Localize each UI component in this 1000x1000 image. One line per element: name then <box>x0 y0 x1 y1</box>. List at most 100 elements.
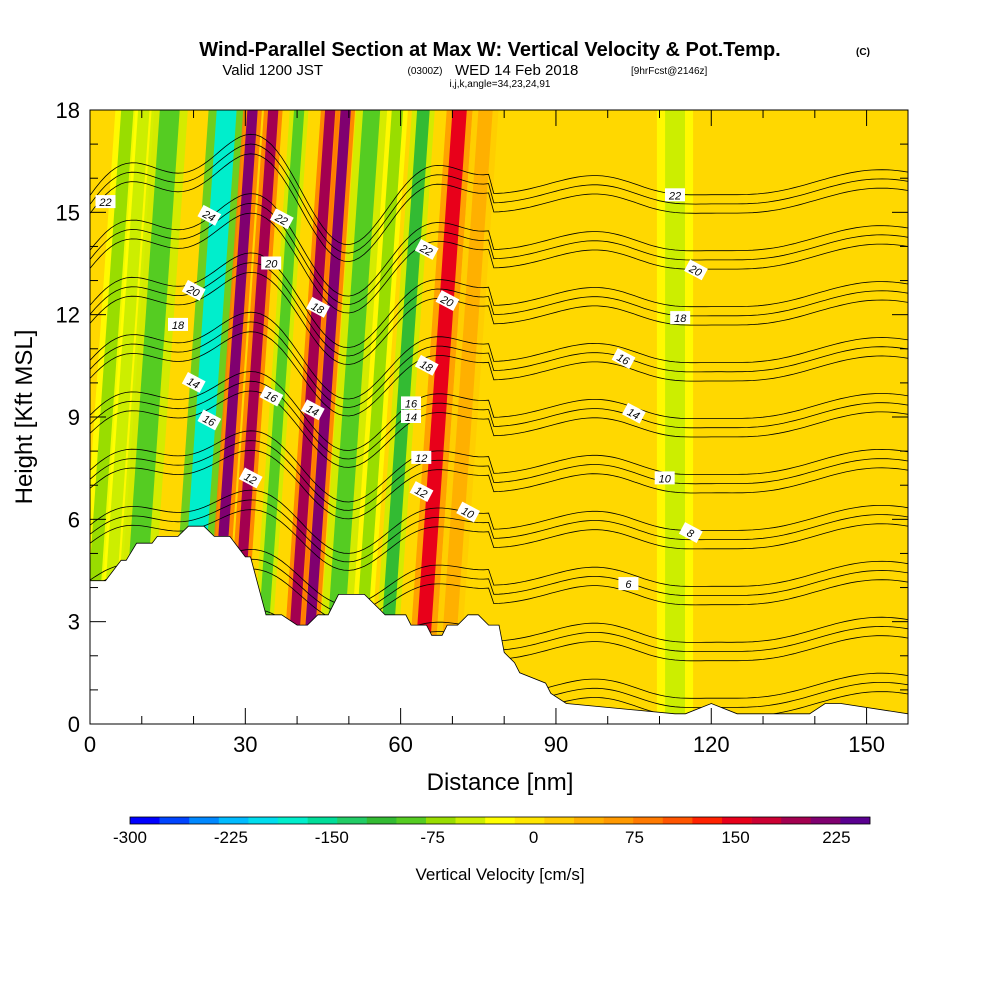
colorbar-tick-labels: -300 -225 -150 -75 0 75 150 225 <box>113 828 851 847</box>
theta-contour-18-0 <box>90 331 908 417</box>
colorbar-cell-12 <box>485 817 516 824</box>
contour-label-9: 18 <box>168 317 188 332</box>
contour-label-11: 18 <box>414 354 439 376</box>
contour-label-bg-9 <box>168 317 188 331</box>
colorbar-tick-225: 225 <box>822 828 850 847</box>
contour-label-21: 12 <box>411 450 432 465</box>
colorbar-cell-22 <box>781 817 812 824</box>
theta-contour-14-1 <box>90 440 908 511</box>
copyright-mark: (C) <box>856 47 870 58</box>
colorbar-cell-5 <box>278 817 308 824</box>
x-tick-label-0: 0 <box>84 732 96 757</box>
contour-label-bg-11 <box>414 354 439 376</box>
y-tick-label-15: 15 <box>56 200 80 225</box>
theta-contour-18-1 <box>90 321 908 408</box>
colorbar-cell-10 <box>426 817 456 824</box>
contour-label-27: 6 <box>618 577 639 591</box>
contour-label-bg-18 <box>401 410 421 423</box>
colorbar-tick-75: 75 <box>625 828 644 847</box>
contour-label-bg-6 <box>261 256 282 270</box>
forecast-info: [9hrFcst@2146z] <box>631 66 708 77</box>
colorbar-cell-1 <box>159 817 190 824</box>
theta-contour-14-2 <box>90 430 908 503</box>
colorbar-label: Vertical Velocity [cm/s] <box>415 865 584 884</box>
contour-label-0: 22 <box>95 195 116 209</box>
contour-label-bg-15 <box>401 396 421 410</box>
contour-label-bg-21 <box>411 450 432 464</box>
contour-label-1: 24 <box>197 204 222 226</box>
contour-label-text-9: 18 <box>172 320 185 332</box>
contour-label-bg-25 <box>456 501 481 523</box>
theta-contour-20-0 <box>90 271 908 365</box>
theta-contour-12-0 <box>90 509 908 571</box>
y-tick-label-3: 3 <box>68 610 80 635</box>
contour-label-12: 18 <box>670 311 691 325</box>
y-axis-label: Height [Kft MSL] <box>11 330 38 505</box>
x-tick-label-30: 30 <box>233 732 257 757</box>
grid-params: i,j,k,angle=34,23,24,91 <box>450 79 551 90</box>
contour-label-bg-3 <box>665 188 685 202</box>
colorbar-cell-9 <box>396 817 427 824</box>
velocity-band-1 <box>96 110 150 724</box>
velocity-band-9 <box>321 110 381 724</box>
contour-label-15: 16 <box>401 396 421 410</box>
contour-label-bg-2 <box>269 208 294 230</box>
contour-label-text-7: 20 <box>438 293 456 310</box>
colorbar-cell-14 <box>544 817 575 824</box>
x-tick-label-120: 120 <box>693 732 730 757</box>
contour-label-6: 20 <box>261 256 282 271</box>
contour-label-bg-4 <box>414 239 439 260</box>
colorbar-cell-8 <box>366 817 397 824</box>
theta-contour-16-0 <box>90 390 908 468</box>
theta-contour-22-0 <box>90 212 908 314</box>
contour-label-26: 8 <box>678 522 703 543</box>
x-tick-label-150: 150 <box>848 732 885 757</box>
contour-label-13: 16 <box>197 409 222 431</box>
contour-label-bg-1 <box>197 204 222 226</box>
contour-label-22: 12 <box>238 467 263 489</box>
x-tick-label-60: 60 <box>388 732 412 757</box>
theta-contour-22-2 <box>90 193 908 297</box>
contour-label-text-15: 16 <box>405 398 418 410</box>
contour-label-23: 12 <box>409 481 434 502</box>
contour-label-bg-19 <box>621 402 646 424</box>
colorbar-cell-6 <box>307 817 338 824</box>
contour-label-18: 14 <box>401 410 421 424</box>
contour-label-text-5: 20 <box>184 283 202 300</box>
contour-label-bg-5 <box>181 279 206 301</box>
colorbar-tick--75: -75 <box>420 828 445 847</box>
y-tick-label-12: 12 <box>56 303 80 328</box>
velocity-band-12 <box>410 110 467 724</box>
contour-label-text-0: 22 <box>98 197 111 209</box>
contour-label-text-23: 12 <box>413 485 429 501</box>
theta-contour-14-0 <box>90 449 908 520</box>
theta-contour-24-1 <box>90 143 908 254</box>
contour-label-14: 16 <box>259 385 284 407</box>
colorbar-cell-21 <box>751 817 782 824</box>
contour-label-text-4: 22 <box>417 242 434 259</box>
velocity-band-8 <box>298 110 351 724</box>
velocity-band-14 <box>665 110 685 724</box>
contour-label-text-26: 8 <box>685 527 697 541</box>
x-axis-label: Distance [nm] <box>427 769 574 796</box>
colorbar-cell-0 <box>130 817 160 824</box>
contour-label-text-24: 10 <box>659 473 672 485</box>
colorbar-cell-20 <box>722 817 752 824</box>
contour-label-text-18: 14 <box>405 412 417 424</box>
theta-contour-20-1 <box>90 262 908 357</box>
contour-label-bg-7 <box>435 290 460 311</box>
contour-label-text-2: 22 <box>272 211 289 228</box>
contour-label-text-27: 6 <box>625 579 632 591</box>
contour-label-3: 22 <box>665 188 685 202</box>
contour-label-bg-27 <box>618 577 639 591</box>
y-tick-label-6: 6 <box>68 507 80 532</box>
contour-label-text-3: 22 <box>668 190 681 202</box>
x-tick-labels: 0 30 60 90 120 150 <box>84 732 885 757</box>
contour-label-bg-23 <box>409 481 434 502</box>
contour-label-bg-16 <box>611 348 636 369</box>
contour-label-text-12: 18 <box>674 313 687 325</box>
contour-label-text-6: 20 <box>264 259 278 271</box>
colorbar-cell-19 <box>692 817 723 824</box>
contour-label-16: 16 <box>611 348 636 369</box>
